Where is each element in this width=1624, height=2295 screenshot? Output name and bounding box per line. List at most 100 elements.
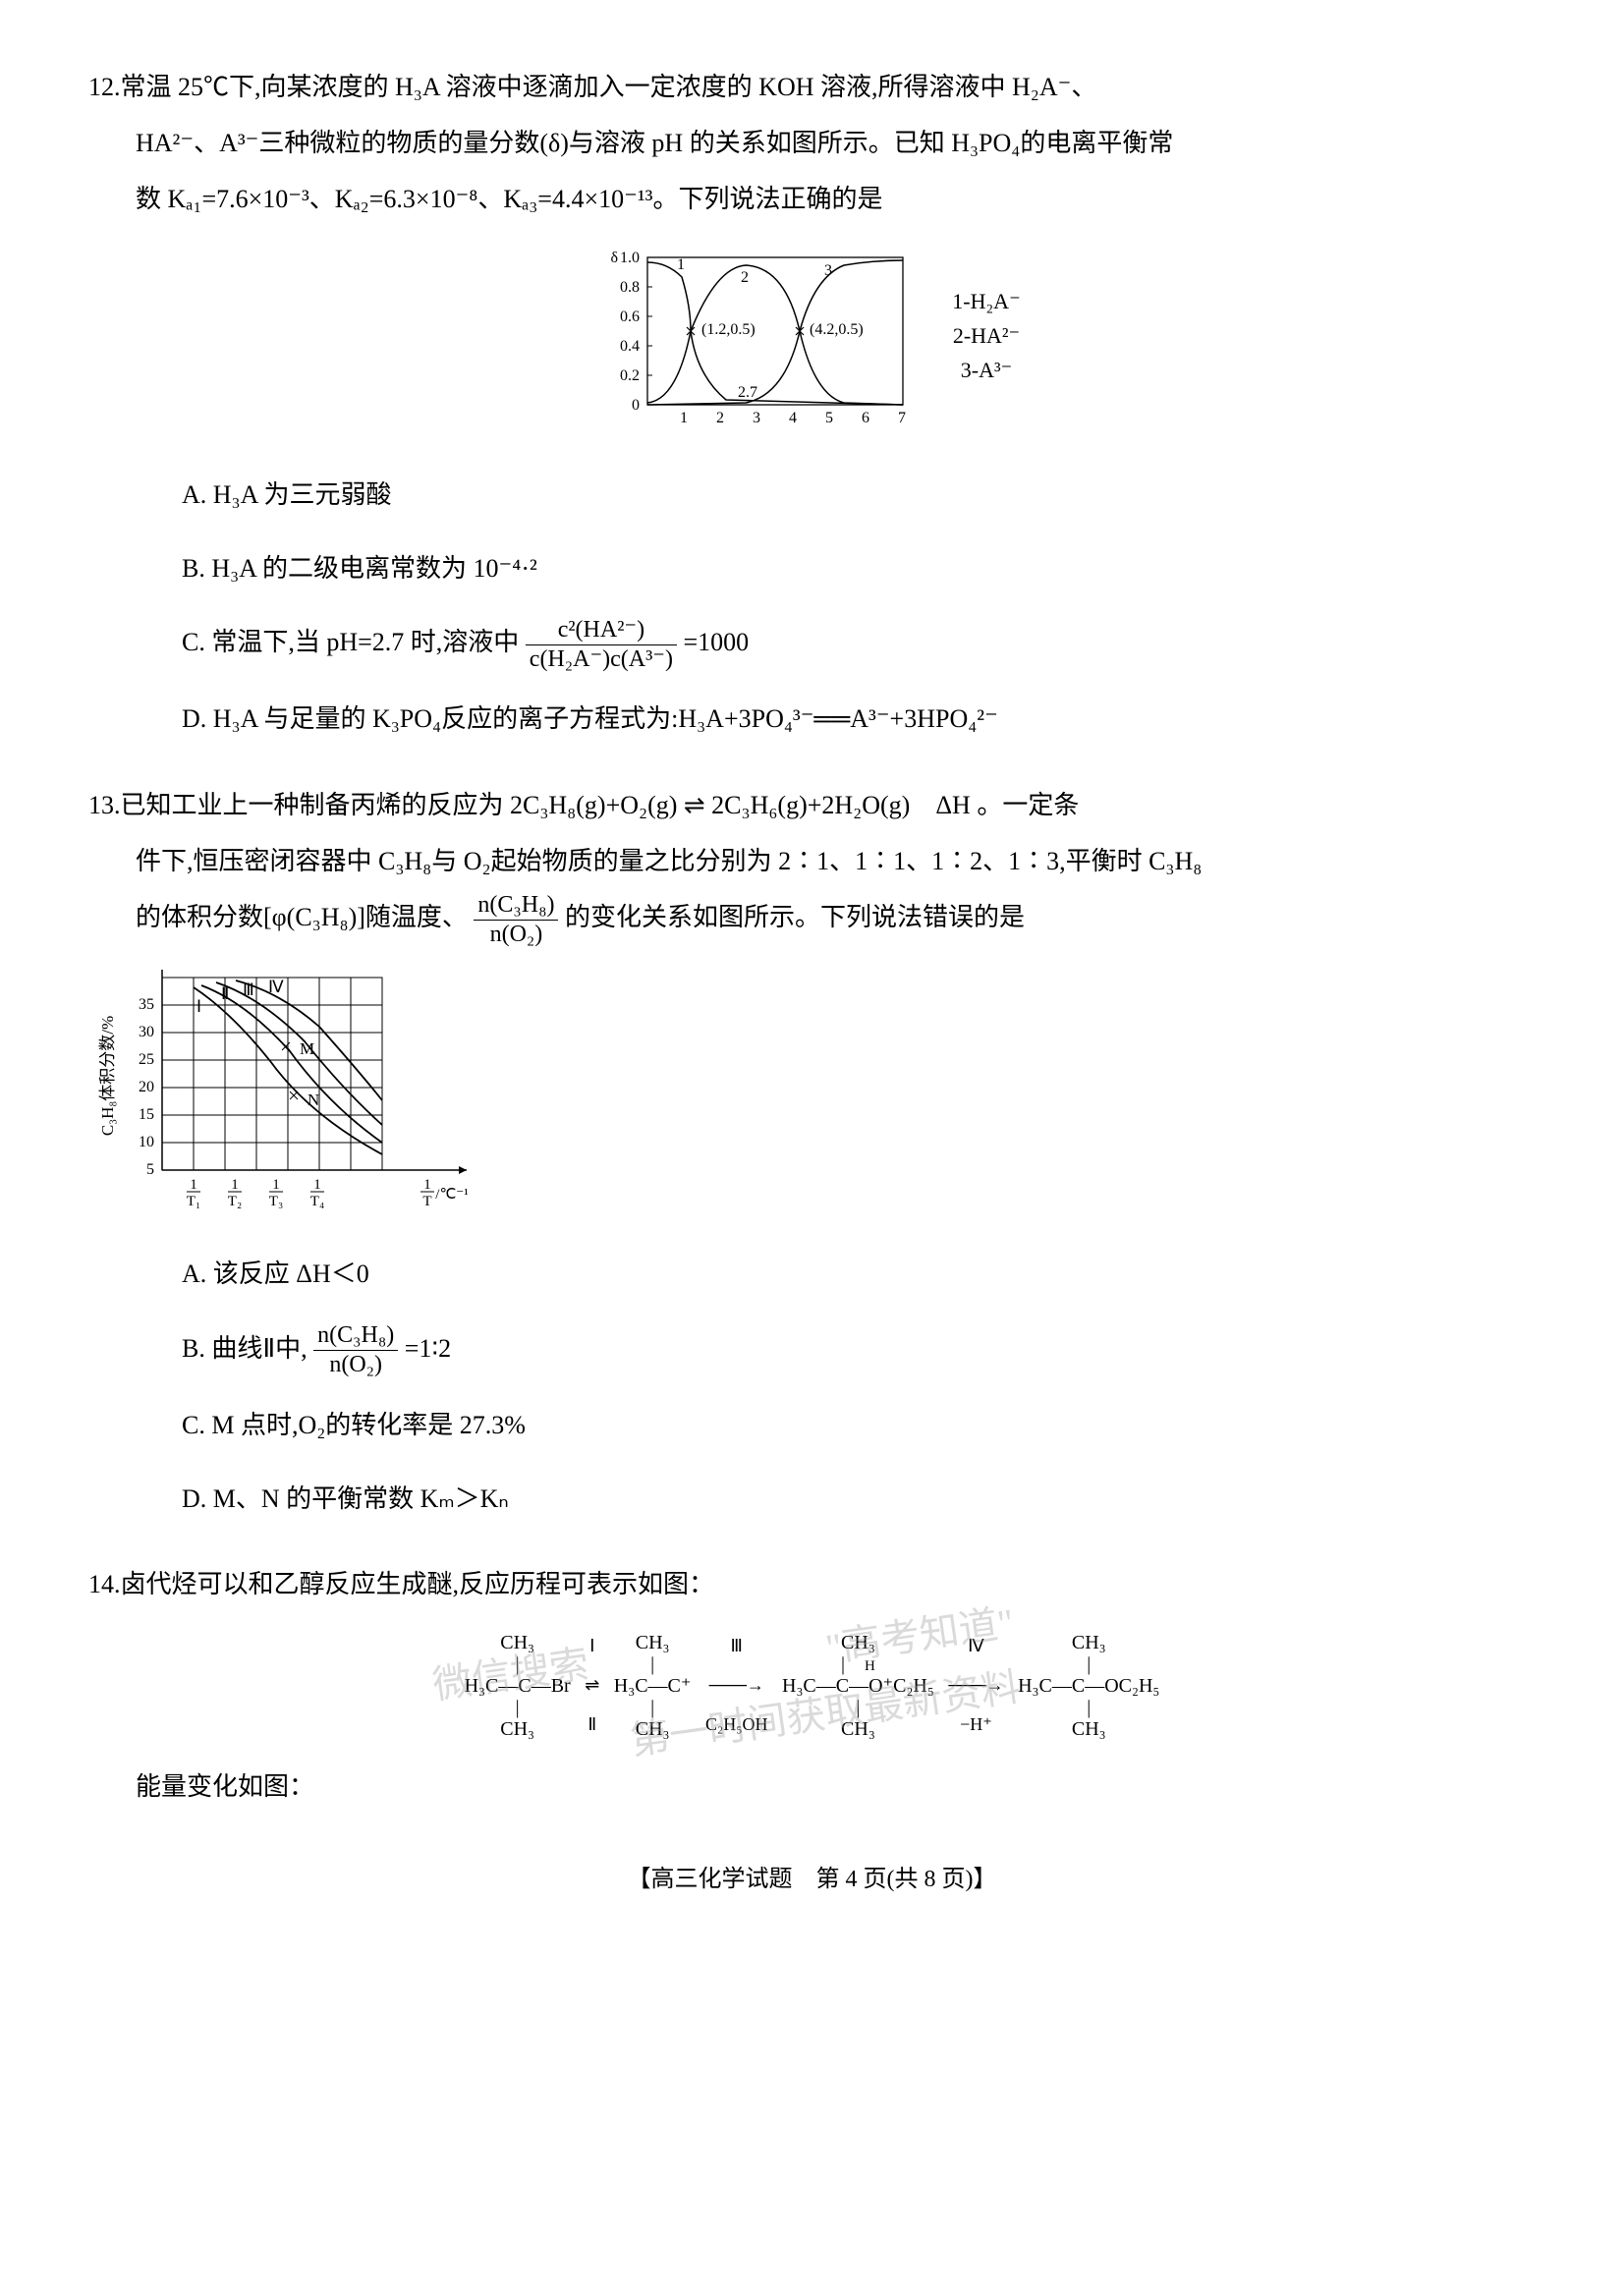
svg-text:15: 15 [139, 1106, 154, 1123]
mol1-top: CH₃ [465, 1632, 571, 1653]
svg-text:7: 7 [898, 410, 906, 426]
svg-text:2: 2 [716, 410, 724, 426]
q12-legend: 1-H₂A⁻ 2-HA²⁻ 3-A³⁻ [952, 284, 1020, 388]
q12-line3: 数 Kₐ₁=7.6×10⁻³、Kₐ₂=6.3×10⁻⁸、Kₐ₃=4.4×10⁻¹… [88, 171, 1536, 227]
q13-number: 13. [88, 791, 121, 819]
svg-text:Ⅳ: Ⅳ [268, 978, 284, 996]
svg-text:1: 1 [680, 410, 688, 426]
q13-option-d: D. M、N 的平衡常数 Kₘ＞Kₙ [88, 1471, 1536, 1527]
q13-option-c: C. M 点时,O₂的转化率是 27.3% [88, 1397, 1536, 1453]
svg-text:C₃H₈体积分数/%: C₃H₈体积分数/% [98, 1016, 117, 1136]
svg-text:T₃: T₃ [269, 1194, 283, 1209]
mol-2: CH₃ | H₃C—C⁺ | CH₃ [614, 1632, 692, 1740]
mol1-bot: CH₃ [465, 1718, 571, 1740]
svg-text:δ: δ [611, 250, 619, 266]
frac-den: n(O₂) [474, 921, 558, 949]
svg-text:4: 4 [789, 410, 797, 426]
step2-top: Ⅲ [705, 1627, 768, 1666]
q12-c-post: =1000 [683, 628, 749, 656]
mol-4: CH₃ | H₃C—C—OC₂H₅ | CH₃ [1018, 1632, 1159, 1740]
svg-text:T₁: T₁ [187, 1194, 200, 1209]
q14-line: 卤代烃可以和乙醇反应生成醚,反应历程可表示如图： [121, 1570, 715, 1598]
svg-text:T₂: T₂ [228, 1194, 242, 1209]
svg-text:0.8: 0.8 [620, 279, 640, 296]
frac-num: c²(HA²⁻) [526, 616, 677, 645]
svg-text:3: 3 [753, 410, 760, 426]
mol1-mid: H₃C—C—Br [465, 1675, 571, 1697]
svg-text:2.7: 2.7 [738, 384, 757, 401]
q12-chart: 1.0 0.8 0.6 0.4 0.2 0 δ 1 2 [88, 243, 1536, 449]
mol3-top: CH₃ [782, 1632, 934, 1653]
mol4-top: CH₃ [1018, 1632, 1159, 1653]
mol2-bot: CH₃ [614, 1718, 692, 1740]
svg-text:35: 35 [139, 996, 154, 1013]
frac-num: n(C₃H₈) [474, 891, 558, 921]
svg-text:1: 1 [231, 1177, 239, 1193]
q13-option-a: A. 该反应 ΔH＜0 [88, 1246, 1536, 1302]
svg-text:T: T [422, 1194, 431, 1209]
svg-text:30: 30 [139, 1024, 154, 1040]
q12-c-pre: C. 常温下,当 pH=2.7 时,溶液中 [182, 628, 519, 656]
svg-text:3: 3 [824, 262, 832, 279]
svg-text:N: N [308, 1091, 319, 1109]
q13-b-post: =1∶2 [405, 1334, 451, 1363]
step3-bot: −H⁺ [948, 1706, 1003, 1745]
mol4-bot: CH₃ [1018, 1718, 1159, 1740]
svg-text:1: 1 [423, 1177, 431, 1193]
mol3-extra: H [865, 1658, 875, 1674]
step1-top: Ⅰ [585, 1627, 599, 1666]
mol2-top: CH₃ [614, 1632, 692, 1653]
svg-text:1: 1 [313, 1177, 321, 1193]
mol2-mid: H₃C—C⁺ [614, 1675, 692, 1697]
q14-text: 14.卤代烃可以和乙醇反应生成醚,反应历程可表示如图： [88, 1556, 1536, 1612]
svg-text:25: 25 [139, 1051, 154, 1068]
svg-text:Ⅰ: Ⅰ [196, 997, 201, 1016]
svg-text:Ⅱ: Ⅱ [221, 984, 229, 1003]
q12-option-d: D. H₃A 与足量的 K₃PO₄反应的离子方程式为:H₃A+3PO₄³⁻══A… [88, 691, 1536, 747]
q12-number: 12. [88, 73, 121, 101]
q12-text: 12.常温 25℃下,向某浓度的 H₃A 溶液中逐滴加入一定浓度的 KOH 溶液… [88, 59, 1536, 115]
question-13: 13.已知工业上一种制备丙烯的反应为 2C₃H₈(g)+O₂(g) ⇌ 2C₃H… [88, 777, 1536, 1528]
q12-c-frac: c²(HA²⁻) c(H₂A⁻)c(A³⁻) [526, 616, 677, 674]
q12-option-c: C. 常温下,当 pH=2.7 时,溶液中 c²(HA²⁻) c(H₂A⁻)c(… [88, 614, 1536, 673]
svg-text:2: 2 [741, 269, 749, 286]
q14-reaction: CH₃ | H₃C—C—Br | CH₃ Ⅰ ⇌ Ⅱ CH₃ | H₃C—C⁺ … [88, 1627, 1536, 1744]
mol-1: CH₃ | H₃C—C—Br | CH₃ [465, 1632, 571, 1740]
q12-chart-svg: 1.0 0.8 0.6 0.4 0.2 0 δ 1 2 [603, 243, 937, 429]
svg-text:1: 1 [272, 1177, 280, 1193]
page-footer: 【高三化学试题 第 4 页(共 8 页)】 [88, 1854, 1536, 1906]
svg-text:/℃⁻¹: /℃⁻¹ [435, 1187, 468, 1203]
q13-option-b: B. 曲线Ⅱ中, n(C₃H₈) n(O₂) =1∶2 [88, 1320, 1536, 1379]
svg-text:(4.2,0.5): (4.2,0.5) [810, 321, 864, 338]
q12-option-a: A. H₃A 为三元弱酸 [88, 467, 1536, 523]
frac-den: c(H₂A⁻)c(A³⁻) [526, 645, 677, 674]
q14-number: 14. [88, 1570, 121, 1598]
svg-text:6: 6 [862, 410, 869, 426]
frac-num: n(C₃H₈) [313, 1321, 398, 1351]
step3-top: Ⅳ [948, 1627, 1003, 1666]
mol-3: CH₃ | H H₃C—C—O⁺C₂H₅ | CH₃ [782, 1632, 934, 1740]
q12-option-b: B. H₃A 的二级电离常数为 10⁻⁴·² [88, 540, 1536, 596]
q12-line2: HA²⁻、A³⁻三种微粒的物质的量分数(δ)与溶液 pH 的关系如图所示。已知 … [88, 115, 1536, 171]
q13-line3: 的体积分数[φ(C₃H₈)]随温度、 n(C₃H₈) n(O₂) 的变化关系如图… [88, 889, 1536, 948]
svg-text:1.0: 1.0 [620, 250, 640, 266]
svg-text:5: 5 [825, 410, 833, 426]
step2-bot: C₂H₅OH [705, 1706, 768, 1745]
legend-2: 2-HA²⁻ [952, 318, 1020, 353]
svg-text:1: 1 [190, 1177, 197, 1193]
legend-1: 1-H₂A⁻ [952, 284, 1020, 318]
svg-text:1: 1 [677, 256, 685, 273]
svg-text:(1.2,0.5): (1.2,0.5) [701, 321, 756, 338]
svg-text:T₄: T₄ [310, 1194, 324, 1209]
svg-text:20: 20 [139, 1079, 154, 1095]
q13-line2: 件下,恒压密闭容器中 C₃H₈与 O₂起始物质的量之比分别为 2∶1、1∶1、1… [88, 833, 1536, 889]
question-14: 14.卤代烃可以和乙醇反应生成醚,反应历程可表示如图： CH₃ | H₃C—C—… [88, 1556, 1536, 1815]
q13-chart: 5 10 15 20 25 30 35 C₃H₈体积分数/% 1T₁ 1T₂ 1… [88, 963, 1536, 1228]
mol3-bot: CH₃ [782, 1718, 934, 1740]
q13-l3-post: 的变化关系如图所示。下列说法错误的是 [565, 903, 1025, 931]
arrow-2: Ⅲ ───→ C₂H₅OH [705, 1627, 768, 1744]
svg-text:0.2: 0.2 [620, 367, 640, 384]
q12-line1: 常温 25℃下,向某浓度的 H₃A 溶液中逐滴加入一定浓度的 KOH 溶液,所得… [121, 73, 1097, 101]
q13-line1: 已知工业上一种制备丙烯的反应为 2C₃H₈(g)+O₂(g) ⇌ 2C₃H₆(g… [121, 791, 1080, 819]
mol3-mid: H₃C—C—O⁺C₂H₅ [782, 1675, 934, 1697]
